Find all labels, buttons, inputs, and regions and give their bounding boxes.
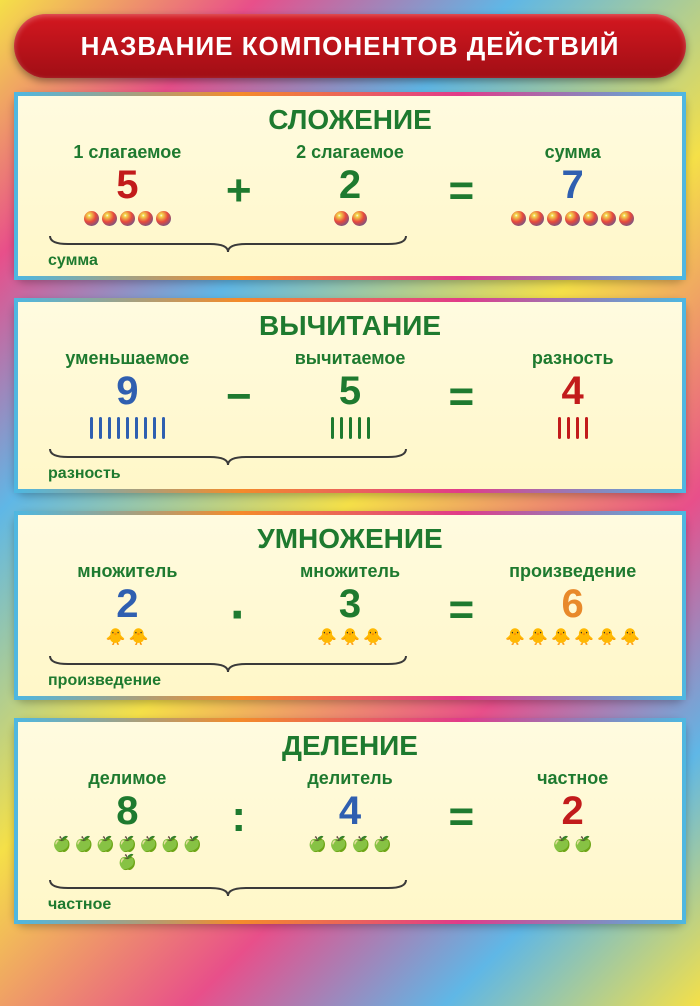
- brace-mul: произведение: [18, 654, 682, 690]
- difference-icons: [556, 417, 589, 439]
- equals-operator-add: =: [441, 142, 481, 216]
- equals-operator-div: =: [441, 768, 481, 842]
- panel-title-subtraction: ВЫЧИТАНИЕ: [36, 310, 664, 342]
- brace-icon: [48, 878, 408, 898]
- brace-icon: [48, 234, 408, 254]
- difference: разность 4: [481, 348, 664, 439]
- product-icons: 🐥🐥🐥🐥🐥🐥: [505, 630, 640, 646]
- sum-label: сумма: [545, 142, 601, 163]
- dividend: делимое 8 🍏🍏🍏🍏🍏🍏🍏🍏: [36, 768, 219, 870]
- sum-icons: [511, 211, 634, 226]
- factor-1-value: 2: [116, 584, 138, 624]
- brace-add: сумма: [18, 234, 682, 270]
- brace-label-div: частное: [48, 896, 111, 914]
- factor-2-value: 3: [339, 584, 361, 624]
- minus-operator: −: [219, 348, 259, 422]
- quotient-label: частное: [537, 768, 608, 789]
- dividend-value: 8: [116, 791, 138, 831]
- brace-sub: разность: [18, 447, 682, 483]
- factor-1-label: множитель: [77, 561, 177, 582]
- row-subtraction: уменьшаемое 9 − вычитаемое 5 = разность …: [36, 348, 664, 439]
- addend-1-label: 1 слагаемое: [73, 142, 181, 163]
- plus-operator: +: [219, 142, 259, 216]
- factor-1-icons: 🐥🐥: [106, 630, 149, 646]
- row-division: делимое 8 🍏🍏🍏🍏🍏🍏🍏🍏 : делитель 4 🍏🍏🍏🍏 = ч…: [36, 768, 664, 870]
- panel-addition: СЛОЖЕНИЕ 1 слагаемое 5 + 2 слагаемое 2 =…: [14, 92, 686, 280]
- row-addition: 1 слагаемое 5 + 2 слагаемое 2 = сумма 7: [36, 142, 664, 226]
- quotient: частное 2 🍏🍏: [481, 768, 664, 852]
- main-header: НАЗВАНИЕ КОМПОНЕНТОВ ДЕЙСТВИЙ: [14, 14, 686, 78]
- brace-div: частное: [18, 878, 682, 914]
- divisor-value: 4: [339, 791, 361, 831]
- panel-subtraction: ВЫЧИТАНИЕ уменьшаемое 9 − вычитаемое 5 =…: [14, 298, 686, 493]
- colon-operator: :: [219, 768, 259, 842]
- brace-label-mul: произведение: [48, 672, 161, 690]
- addend-2: 2 слагаемое 2: [259, 142, 442, 226]
- addend-1: 1 слагаемое 5: [36, 142, 219, 226]
- factor-1: множитель 2 🐥🐥: [36, 561, 219, 646]
- subtrahend-icons: [329, 417, 371, 439]
- main-title: НАЗВАНИЕ КОМПОНЕНТОВ ДЕЙСТВИЙ: [81, 31, 620, 62]
- brace-icon: [48, 447, 408, 467]
- minuend: уменьшаемое 9: [36, 348, 219, 439]
- addend-2-icons: [334, 211, 367, 226]
- addend-1-value: 5: [116, 165, 138, 205]
- dot-operator: ·: [219, 561, 259, 645]
- subtrahend-label: вычитаемое: [295, 348, 406, 369]
- divisor-icons: 🍏🍏🍏🍏: [308, 837, 392, 852]
- dividend-icons: 🍏🍏🍏🍏🍏🍏🍏🍏: [52, 837, 202, 870]
- difference-label: разность: [532, 348, 614, 369]
- product-label: произведение: [509, 561, 636, 582]
- equals-operator-sub: =: [441, 348, 481, 422]
- subtrahend: вычитаемое 5: [259, 348, 442, 439]
- difference-value: 4: [562, 371, 584, 411]
- brace-label-add: сумма: [48, 252, 98, 270]
- panel-multiplication: УМНОЖЕНИЕ множитель 2 🐥🐥 · множитель 3 🐥…: [14, 511, 686, 700]
- panel-title-addition: СЛОЖЕНИЕ: [36, 104, 664, 136]
- row-multiplication: множитель 2 🐥🐥 · множитель 3 🐥🐥🐥 = произ…: [36, 561, 664, 646]
- panel-division: ДЕЛЕНИЕ делимое 8 🍏🍏🍏🍏🍏🍏🍏🍏 : делитель 4 …: [14, 718, 686, 924]
- addend-2-value: 2: [339, 165, 361, 205]
- subtrahend-value: 5: [339, 371, 361, 411]
- product: произведение 6 🐥🐥🐥🐥🐥🐥: [481, 561, 664, 646]
- panel-title-division: ДЕЛЕНИЕ: [36, 730, 664, 762]
- sum: сумма 7: [481, 142, 664, 226]
- factor-2: множитель 3 🐥🐥🐥: [259, 561, 442, 646]
- product-value: 6: [562, 584, 584, 624]
- quotient-icons: 🍏🍏: [552, 837, 592, 852]
- divisor: делитель 4 🍏🍏🍏🍏: [259, 768, 442, 852]
- minuend-icons: [88, 417, 166, 439]
- sum-value: 7: [562, 165, 584, 205]
- dividend-label: делимое: [88, 768, 166, 789]
- divisor-label: делитель: [307, 768, 392, 789]
- factor-2-label: множитель: [300, 561, 400, 582]
- quotient-value: 2: [562, 791, 584, 831]
- panel-title-multiplication: УМНОЖЕНИЕ: [36, 523, 664, 555]
- addend-1-icons: [84, 211, 171, 226]
- brace-label-sub: разность: [48, 465, 121, 483]
- factor-2-icons: 🐥🐥🐥: [317, 630, 383, 646]
- brace-icon: [48, 654, 408, 674]
- minuend-value: 9: [116, 371, 138, 411]
- minuend-label: уменьшаемое: [65, 348, 189, 369]
- equals-operator-mul: =: [441, 561, 481, 635]
- addend-2-label: 2 слагаемое: [296, 142, 404, 163]
